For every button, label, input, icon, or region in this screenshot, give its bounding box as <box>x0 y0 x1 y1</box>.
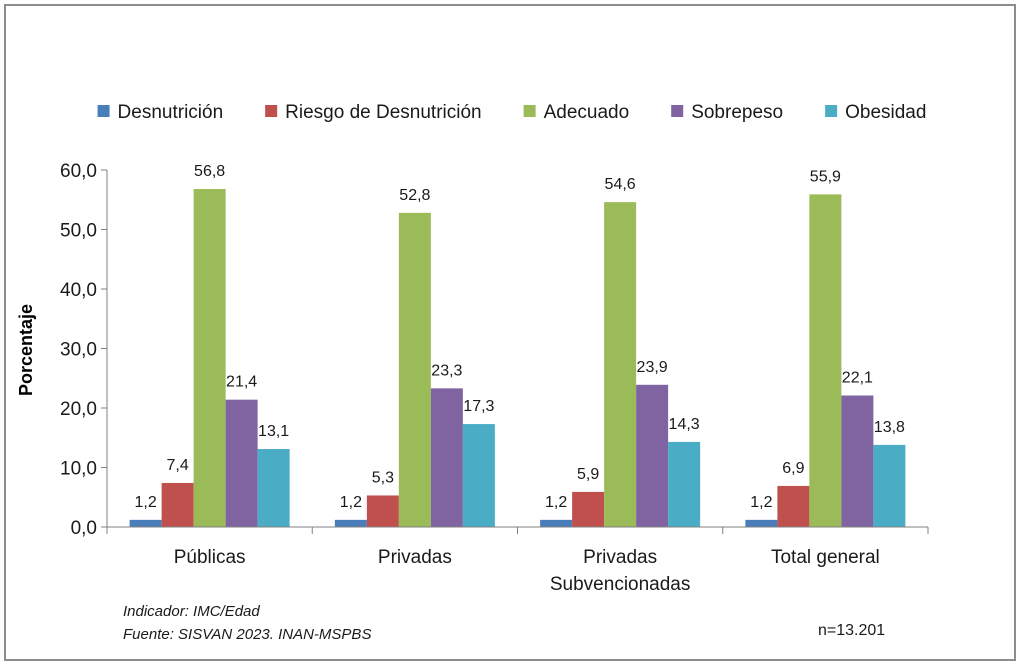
bar <box>193 189 226 528</box>
legend-label: Riesgo de Desnutrición <box>285 102 481 123</box>
bar <box>129 519 162 527</box>
legend-label: Desnutrición <box>118 102 224 123</box>
category-label: Total general <box>771 547 880 568</box>
bar <box>777 485 810 527</box>
category-label: Privadas <box>583 547 657 568</box>
category-label: Subvencionadas <box>550 574 691 595</box>
data-label: 7,4 <box>167 457 189 474</box>
bar <box>462 424 495 527</box>
legend-swatch <box>265 105 278 117</box>
bar <box>225 399 258 527</box>
bar <box>572 491 605 527</box>
data-label: 6,9 <box>782 460 804 477</box>
data-label: 1,2 <box>545 494 567 511</box>
data-label: 23,9 <box>637 359 668 376</box>
data-label: 52,8 <box>399 187 430 204</box>
data-label: 56,8 <box>194 163 225 180</box>
legend: Desnutrición Riesgo de Desnutrición Adecua… <box>97 102 926 123</box>
y-tick-label: 30,0 <box>60 340 97 361</box>
bar <box>668 441 701 527</box>
x-axis: Públicas Privadas Privadas Subvencionadas To… <box>106 526 929 595</box>
data-label: 1,2 <box>340 494 362 511</box>
data-label: 5,9 <box>577 466 599 483</box>
data-label: 23,3 <box>431 362 462 379</box>
bar <box>809 194 842 527</box>
bar <box>366 495 399 527</box>
y-tick-label: 0,0 <box>71 518 97 539</box>
bar <box>873 444 906 527</box>
bar <box>540 519 573 527</box>
category-label: Públicas <box>174 547 246 568</box>
y-tick-label: 10,0 <box>60 459 97 480</box>
data-label: 1,2 <box>750 494 772 511</box>
source-note: Fuente: SISVAN 2023. INAN-MSPBS <box>123 626 371 643</box>
data-label: 17,3 <box>463 398 494 415</box>
bar <box>334 519 367 527</box>
y-tick-label: 20,0 <box>60 399 97 420</box>
chart-frame <box>4 4 1016 661</box>
y-tick-label: 60,0 <box>60 161 97 182</box>
bar <box>161 482 194 527</box>
legend-label: Sobrepeso <box>691 102 783 123</box>
legend-swatch <box>825 105 838 117</box>
bar <box>636 384 669 527</box>
data-label: 55,9 <box>810 168 841 185</box>
legend-label: Adecuado <box>544 102 630 123</box>
bar <box>841 395 874 527</box>
data-label: 13,8 <box>874 419 905 436</box>
bar <box>430 388 463 527</box>
data-label: 21,4 <box>226 374 257 391</box>
data-label: 14,3 <box>669 416 700 433</box>
data-label: 22,1 <box>842 370 873 387</box>
data-label: 5,3 <box>372 469 394 486</box>
bar <box>745 519 778 527</box>
category-label: Privadas <box>378 547 452 568</box>
y-tick-label: 50,0 <box>60 221 97 242</box>
legend-label: Obesidad <box>845 102 926 123</box>
sample-size: n=13.201 <box>818 622 885 639</box>
y-axis-label: Porcentaje <box>16 304 36 396</box>
y-axis: 0,0 10,0 20,0 30,0 40,0 50,0 60,0 <box>60 161 108 539</box>
legend-swatch <box>523 105 536 117</box>
indicator-note: Indicador: IMC/Edad <box>123 603 260 620</box>
legend-swatch <box>97 105 110 117</box>
bar <box>257 449 290 527</box>
data-label: 1,2 <box>135 494 157 511</box>
bars: 1,2 1,2 1,2 1,2 7,4 5,3 5,9 6,9 56,8 52,8 54,6 55,9… <box>129 163 906 528</box>
data-label: 54,6 <box>605 176 636 193</box>
legend-swatch <box>671 105 684 117</box>
data-label: 13,1 <box>258 423 289 440</box>
y-tick-label: 40,0 <box>60 280 97 301</box>
bar <box>398 212 431 527</box>
bar <box>604 202 637 527</box>
